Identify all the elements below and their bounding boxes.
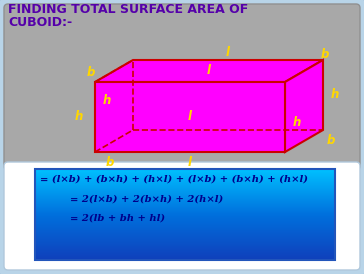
Text: l: l: [188, 156, 192, 169]
Text: b: b: [327, 133, 335, 147]
Text: h: h: [331, 89, 339, 101]
Text: = (l×b) + (b×h) + (h×l) + (l×b) + (b×h) + (h×l): = (l×b) + (b×h) + (h×l) + (l×b) + (b×h) …: [40, 175, 308, 184]
Text: b: b: [106, 156, 114, 169]
Polygon shape: [95, 60, 323, 82]
Text: l: l: [207, 64, 211, 78]
Polygon shape: [285, 60, 323, 152]
Text: b: b: [321, 48, 329, 61]
Text: h: h: [293, 116, 301, 129]
Text: l: l: [188, 110, 192, 124]
Text: CUBOID:-: CUBOID:-: [8, 16, 72, 29]
Text: h: h: [103, 93, 111, 107]
Text: = 2(lb + bh + hl): = 2(lb + bh + hl): [70, 214, 165, 223]
FancyBboxPatch shape: [4, 4, 360, 170]
Polygon shape: [95, 82, 285, 152]
Text: = 2(l×b) + 2(b×h) + 2(h×l): = 2(l×b) + 2(b×h) + 2(h×l): [70, 195, 223, 204]
Text: h: h: [75, 110, 83, 124]
Text: b: b: [87, 65, 95, 78]
Text: l: l: [226, 45, 230, 59]
FancyBboxPatch shape: [4, 162, 360, 270]
Text: FINDING TOTAL SURFACE AREA OF: FINDING TOTAL SURFACE AREA OF: [8, 3, 248, 16]
